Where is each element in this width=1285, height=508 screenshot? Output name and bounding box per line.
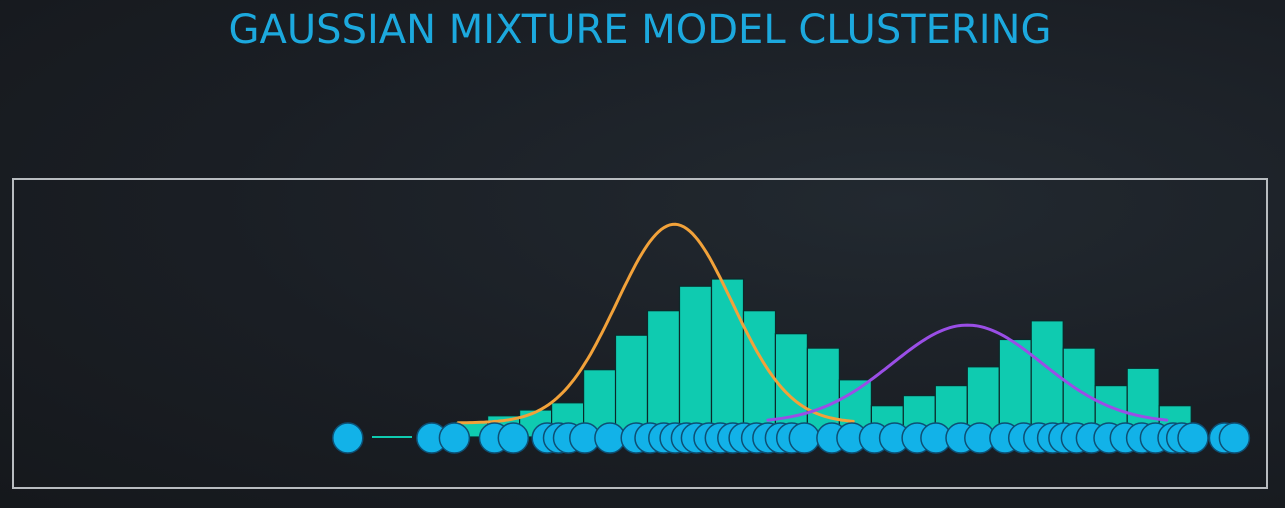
histogram-bar <box>614 334 649 438</box>
histogram-bar <box>678 285 713 438</box>
data-point <box>332 422 364 454</box>
data-points <box>332 422 1251 454</box>
page-title: GAUSSIAN MIXTURE MODEL CLUSTERING <box>228 7 1052 53</box>
histogram-bar <box>710 278 745 438</box>
histogram-bars <box>455 278 1192 438</box>
histogram-bar <box>1030 320 1064 438</box>
data-point <box>788 422 821 454</box>
gaussian-curve-1 <box>456 222 855 425</box>
plot-frame <box>12 178 1268 489</box>
data-point <box>1177 422 1209 454</box>
histogram-bar <box>646 310 681 438</box>
data-point <box>438 422 471 454</box>
histogram-bar <box>998 338 1032 438</box>
data-point <box>594 422 626 454</box>
histogram-bar <box>1062 347 1096 438</box>
data-point <box>1218 422 1251 454</box>
gaussian-curves <box>456 222 1169 425</box>
gaussian-curve-2 <box>766 323 1169 422</box>
data-point <box>497 422 530 454</box>
histogram-bar <box>806 347 841 438</box>
